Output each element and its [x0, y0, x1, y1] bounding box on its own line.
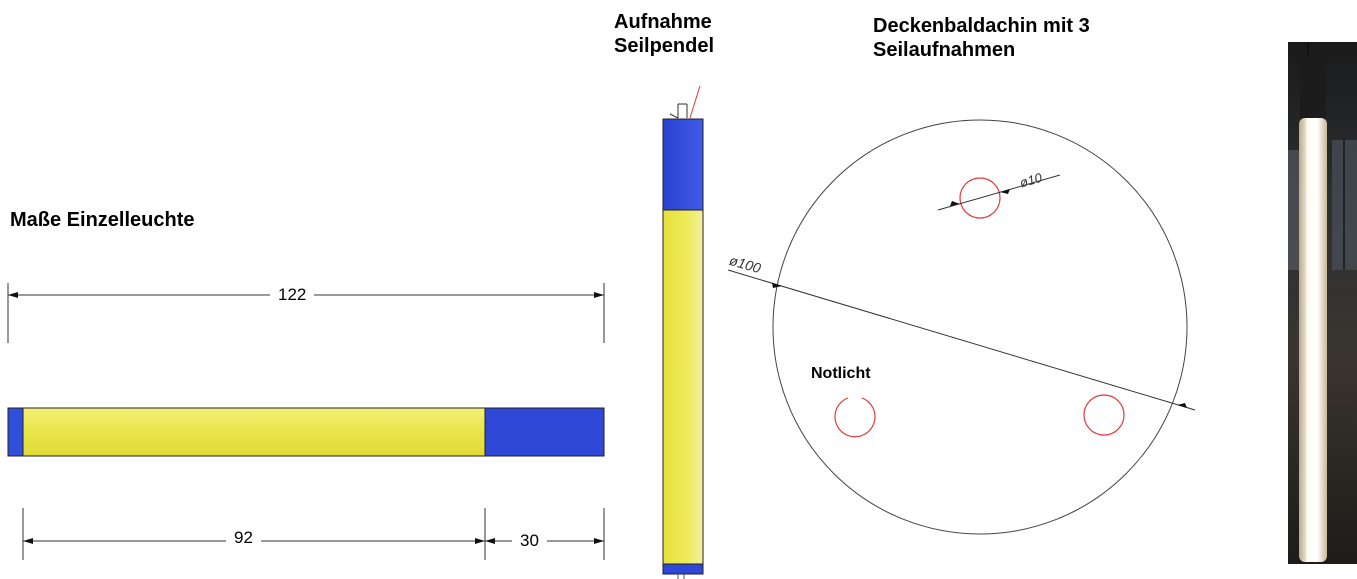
canopy-drawing [727, 119, 1196, 535]
vertical-lamp-drawing [662, 85, 704, 579]
vertical-lamp-blue-top [662, 118, 704, 211]
photo-lamp-cap [1300, 56, 1326, 118]
canopy-heading-line1: Deckenbaldachin mit 3 [873, 15, 1090, 37]
suspension-cable [689, 85, 701, 119]
canopy-diameter-dimension-line [727, 269, 1196, 411]
cable-mount-heading-line2: Seilpendel [614, 35, 715, 57]
cable-mount-heading-line1: Aufnahme [614, 11, 712, 33]
lamp-photo [1288, 42, 1357, 564]
canopy-heading: Deckenbaldachin mit 3 Seilaufnahmen [873, 14, 1090, 62]
mount-bracket-hook [669, 113, 679, 119]
canopy-heading-line2: Seilaufnahmen [873, 39, 1016, 61]
hole-dimension-arrow-right [1000, 189, 1010, 194]
cable-hole-right [1083, 394, 1125, 436]
canopy-dimension-arrow-left [772, 283, 782, 288]
hole-dimension-arrow-left [950, 201, 960, 206]
cable-hole-top [959, 177, 1001, 219]
yellow-length-label: 92 [226, 528, 261, 548]
photo-window-left [1288, 150, 1302, 270]
single-lamp-heading: Maße Einzelleuchte [10, 209, 195, 231]
single-lamp-drawing [7, 283, 605, 560]
canopy-outline [772, 119, 1188, 535]
lamp-blue-section [484, 407, 605, 457]
blue-length-label: 30 [512, 531, 547, 551]
emergency-light-label: Notlicht [811, 365, 871, 382]
cable-mount-heading: Aufnahme Seilpendel [614, 10, 714, 58]
canopy-dimension-arrow-right [1177, 403, 1187, 408]
emergency-light-hole [834, 397, 876, 438]
vertical-lamp-yellow-section [662, 209, 704, 565]
lamp-end-cap-left [7, 407, 24, 457]
total-length-label: 122 [270, 285, 315, 305]
lamp-yellow-section [22, 407, 486, 457]
photo-lamp-glow [1306, 118, 1318, 562]
vertical-lamp-blue-bottom [662, 563, 704, 575]
